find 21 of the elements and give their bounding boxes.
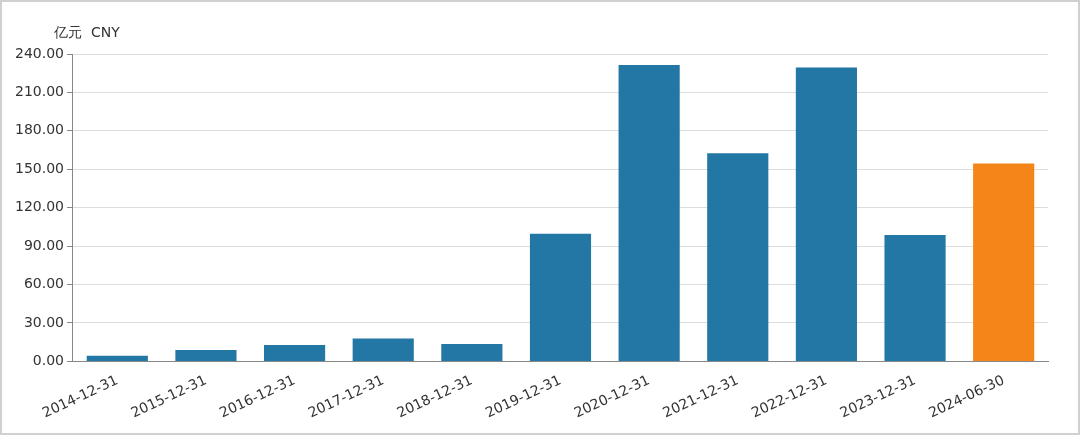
bar xyxy=(352,338,414,361)
y-tick-label: 60.00 xyxy=(23,275,64,292)
bar xyxy=(973,163,1035,361)
y-tick-label: 180.00 xyxy=(14,121,64,138)
y-axis-title: 亿元 CNY xyxy=(53,23,121,40)
y-tick-label: 30.00 xyxy=(23,313,64,330)
y-tick-label: 240.00 xyxy=(14,44,64,61)
y-tick-label: 90.00 xyxy=(23,236,64,253)
bar xyxy=(884,235,946,361)
y-tick-label: 210.00 xyxy=(14,83,64,100)
y-tick-label: 150.00 xyxy=(14,159,64,176)
bar xyxy=(795,67,857,361)
bar xyxy=(264,345,326,361)
bar xyxy=(707,153,769,361)
y-tick-label: 0.00 xyxy=(32,352,64,369)
bar xyxy=(441,343,503,361)
bar xyxy=(86,355,148,361)
bar xyxy=(529,233,592,361)
y-tick-label: 120.00 xyxy=(14,198,64,215)
bar xyxy=(175,349,237,361)
bar xyxy=(618,65,680,361)
